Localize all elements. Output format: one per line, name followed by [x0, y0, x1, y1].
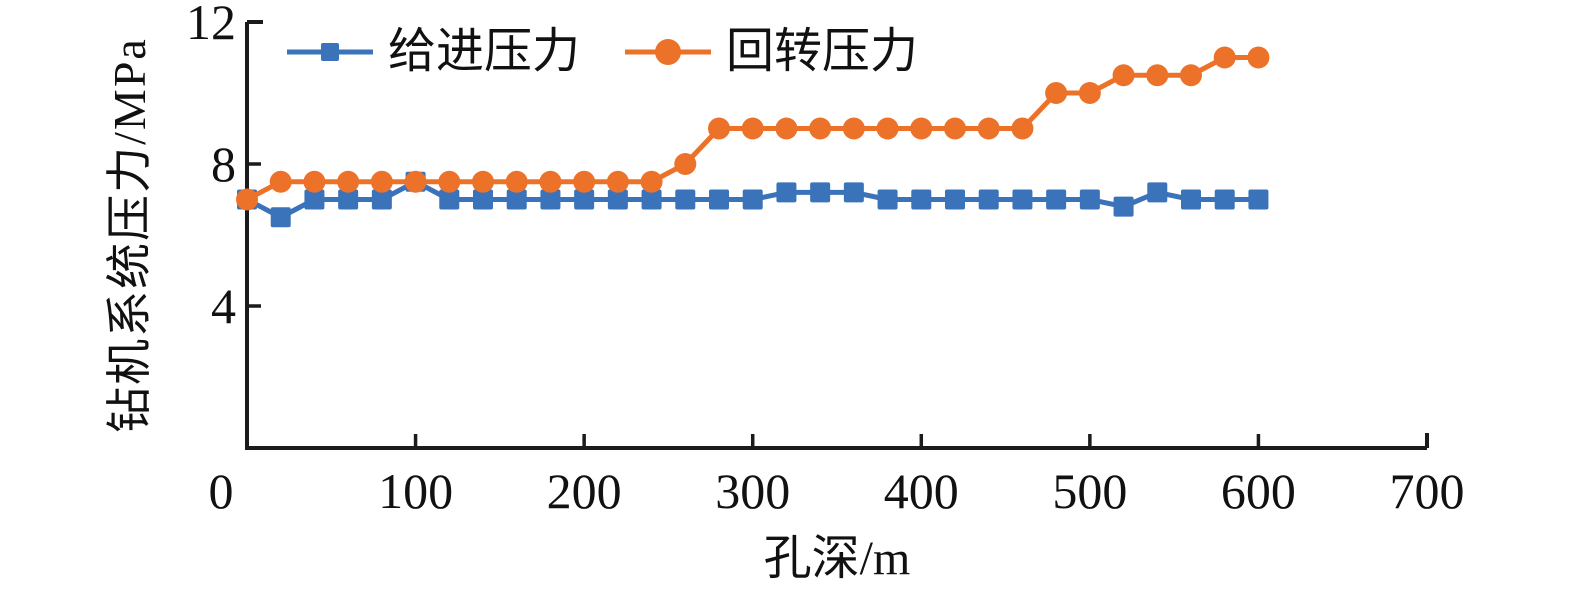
data-point-square — [439, 189, 460, 210]
data-point-circle — [539, 170, 562, 193]
data-point-square — [709, 189, 729, 210]
axes — [245, 20, 1429, 450]
data-point-square — [270, 207, 291, 228]
data-point-square — [574, 189, 595, 210]
x-tick-label: 400 — [884, 463, 959, 519]
data-point-circle — [269, 170, 292, 193]
y-tick-label: 8 — [211, 136, 236, 192]
tick-labels: 0 100 200 300 400 500 600 700 4 8 12 — [186, 0, 1465, 519]
x-tick-label: 300 — [715, 463, 790, 519]
data-point-square — [1113, 196, 1134, 217]
data-point-circle — [876, 117, 899, 140]
x-axis-title: 孔深/m — [763, 532, 911, 585]
data-point-circle — [674, 153, 697, 175]
data-point-square — [1181, 189, 1201, 210]
data-point-circle — [977, 117, 1000, 140]
data-point-square — [810, 182, 831, 203]
data-point-square — [338, 189, 359, 210]
data-point-circle — [809, 117, 832, 140]
data-point-circle — [1045, 82, 1068, 104]
y-tick-label: 4 — [211, 278, 236, 334]
legend-label-feed-pressure: 给进压力 — [388, 25, 581, 78]
data-point-circle — [236, 188, 258, 211]
data-point-circle — [337, 170, 360, 193]
data-point-circle — [606, 170, 629, 193]
feed-pressure-swatch-icon — [287, 43, 373, 61]
data-point-circle — [1247, 46, 1270, 69]
legend-label-rotary-pressure: 回转压力 — [726, 25, 919, 78]
data-point-square — [1147, 182, 1168, 203]
data-point-circle — [404, 170, 427, 193]
data-point-square — [1046, 189, 1067, 210]
data-point-circle — [1112, 64, 1135, 87]
series-rotary-pressure — [236, 46, 1270, 211]
data-point-circle — [775, 117, 798, 140]
data-point-square — [1079, 189, 1100, 210]
legend-item-feed-pressure: 给进压力 — [286, 27, 580, 77]
data-point-square — [304, 189, 325, 210]
data-point-square — [1248, 189, 1269, 210]
data-point-square — [843, 182, 864, 203]
data-point-circle — [303, 170, 326, 193]
x-tick-label: 500 — [1052, 463, 1127, 519]
x-tick-label: 0 — [209, 463, 234, 519]
rotary-pressure-swatch-icon — [625, 39, 712, 65]
data-point-square — [473, 189, 493, 210]
x-tick-label: 700 — [1390, 463, 1465, 519]
data-point-circle — [1011, 117, 1034, 140]
x-tick-label: 100 — [378, 463, 453, 519]
data-point-circle — [1146, 64, 1169, 87]
data-point-circle — [640, 170, 663, 193]
data-point-square — [877, 189, 898, 210]
legend-item-rotary-pressure: 回转压力 — [624, 27, 918, 77]
data-point-square — [945, 189, 965, 210]
data-point-circle — [438, 170, 461, 193]
y-axis-title: 钻机系统压力/MPa — [104, 37, 155, 433]
data-point-circle — [842, 117, 865, 140]
data-point-circle — [573, 170, 596, 193]
data-point-circle — [505, 170, 528, 193]
data-point-circle — [1078, 82, 1101, 104]
data-point-square — [506, 189, 527, 210]
data-point-square — [1012, 189, 1033, 210]
data-point-circle — [741, 117, 764, 140]
data-point-square — [371, 189, 392, 210]
data-point-circle — [370, 170, 393, 193]
data-point-circle — [472, 170, 494, 193]
x-tick-label: 200 — [547, 463, 622, 519]
data-point-square — [776, 182, 797, 203]
data-point-square — [641, 189, 662, 210]
data-point-circle — [910, 117, 933, 140]
x-tick-label: 600 — [1221, 463, 1296, 519]
data-point-circle — [708, 117, 730, 140]
data-point-square — [675, 189, 696, 210]
data-point-square — [1214, 189, 1235, 210]
data-point-square — [742, 189, 763, 210]
data-point-square — [607, 189, 628, 210]
legend: 给进压力 回转压力 — [286, 27, 918, 77]
data-point-circle — [944, 117, 966, 140]
data-point-circle — [1213, 46, 1236, 69]
data-point-square — [540, 189, 561, 210]
data-point-square — [911, 189, 932, 210]
data-point-circle — [1180, 64, 1202, 87]
data-point-square — [978, 189, 999, 210]
y-tick-label: 12 — [186, 0, 236, 50]
